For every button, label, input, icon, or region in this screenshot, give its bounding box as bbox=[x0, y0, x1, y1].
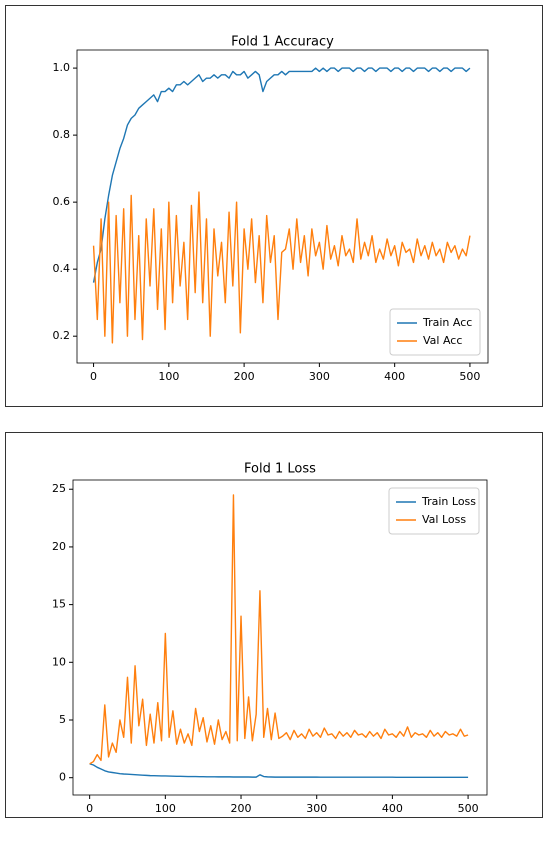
x-tick-label: 500 bbox=[459, 370, 480, 383]
y-tick-label: 0.6 bbox=[53, 195, 71, 208]
x-tick-label: 200 bbox=[234, 370, 255, 383]
x-tick-label: 400 bbox=[384, 370, 405, 383]
x-tick-label: 400 bbox=[382, 802, 403, 815]
frame bbox=[5, 5, 543, 407]
axes-frame bbox=[76, 49, 489, 364]
chart-title: Fold 1 Loss bbox=[244, 462, 316, 477]
series-line bbox=[92, 191, 471, 344]
x-tick-label: 0 bbox=[86, 802, 93, 815]
series-line bbox=[92, 67, 471, 283]
legend-label: Train Loss bbox=[421, 495, 476, 508]
legend-box bbox=[389, 308, 481, 356]
series-line bbox=[89, 763, 469, 779]
y-tick-label: 5 bbox=[59, 713, 66, 726]
legend-label: Val Loss bbox=[422, 513, 466, 526]
y-tick-label: 15 bbox=[52, 598, 66, 611]
y-tick-label: 25 bbox=[52, 482, 66, 495]
x-tick-label: 100 bbox=[158, 370, 179, 383]
x-tick-label: 300 bbox=[309, 370, 330, 383]
y-tick-label: 0 bbox=[59, 771, 66, 784]
y-tick-label: 0.8 bbox=[53, 128, 71, 141]
series-line bbox=[89, 494, 469, 765]
chart-title: Fold 1 Accuracy bbox=[231, 35, 334, 50]
legend-label: Val Acc bbox=[423, 334, 462, 347]
x-tick-label: 500 bbox=[458, 802, 479, 815]
y-tick-label: 0.4 bbox=[53, 262, 71, 275]
frame bbox=[5, 432, 543, 818]
y-tick-label: 10 bbox=[52, 655, 66, 668]
legend-box bbox=[388, 487, 480, 535]
axes-frame bbox=[72, 479, 488, 796]
y-tick-label: 0.2 bbox=[53, 329, 71, 342]
x-tick-label: 0 bbox=[90, 370, 97, 383]
legend-label: Train Acc bbox=[422, 316, 472, 329]
x-tick-label: 200 bbox=[231, 802, 252, 815]
y-tick-label: 1.0 bbox=[53, 61, 71, 74]
x-tick-label: 100 bbox=[155, 802, 176, 815]
y-tick-label: 20 bbox=[52, 540, 66, 553]
x-tick-label: 300 bbox=[306, 802, 327, 815]
